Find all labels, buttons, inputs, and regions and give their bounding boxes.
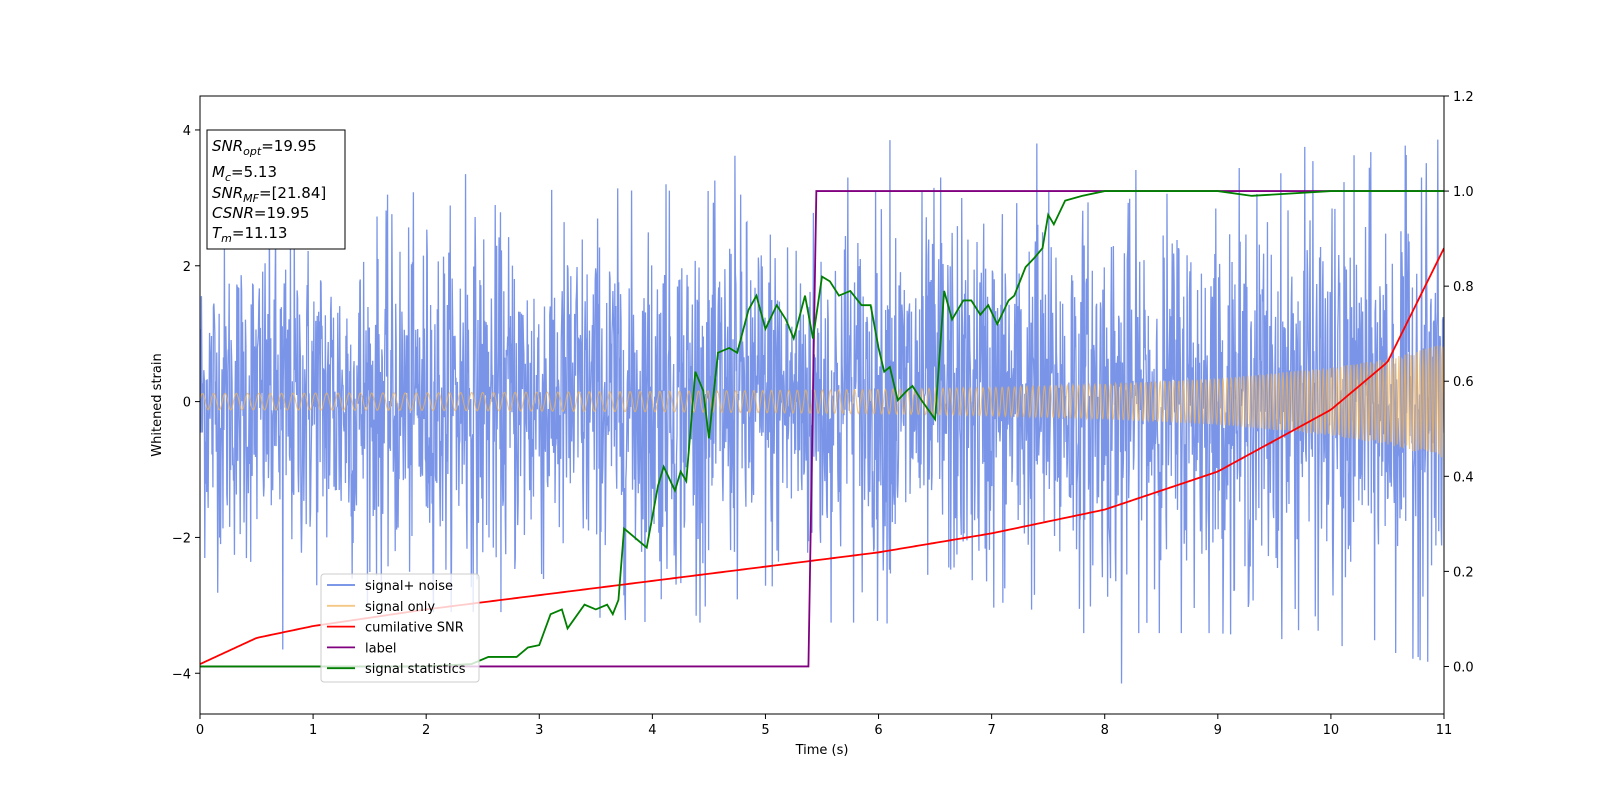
- legend: signal+ noise signal only cumilative SNR la…: [320, 573, 480, 683]
- stats-annotation-box: SNRopt=19.95 Mc=5.13SNRMF=[21.84]CSNR=19.…: [206, 129, 346, 250]
- annotation-line: SNRMF=[21.84]: [212, 184, 326, 205]
- x-tick-label: 5: [761, 723, 769, 738]
- legend-label: signal only: [365, 600, 435, 615]
- plot-frame: [199, 95, 1445, 715]
- x-tick-label: 4: [648, 723, 656, 738]
- x-axis-label: Time (s): [795, 743, 849, 758]
- x-tick-label: 7: [987, 723, 995, 738]
- y-tick-label: −2: [172, 531, 191, 546]
- y2-tick-label: 0.2: [1453, 565, 1474, 580]
- legend-label: signal statistics: [365, 662, 466, 677]
- annotation-line: CSNR=19.95: [212, 204, 309, 222]
- x-tick-label: 6: [874, 723, 882, 738]
- legend-label: signal+ noise: [365, 579, 453, 594]
- y-tick-label: 4: [183, 124, 191, 139]
- annotation-frame: [206, 129, 346, 250]
- x-tick-label: 10: [1323, 723, 1340, 738]
- series-signal-only-line: [200, 345, 1444, 458]
- x-tick-label: 2: [422, 723, 430, 738]
- x-tick-label: 9: [1214, 723, 1222, 738]
- y2-tick-label: 1.0: [1453, 185, 1474, 200]
- y-axis-label: Whitened strain: [150, 353, 165, 456]
- legend-frame: [320, 573, 480, 683]
- x-tick-label: 1: [309, 723, 317, 738]
- legend-label: label: [365, 641, 396, 656]
- annotation-line: Mc=5.13: [212, 163, 277, 184]
- annotation-line: SNRopt=19.95: [212, 137, 317, 158]
- y2-tick-label: 1.2: [1453, 90, 1474, 105]
- series-signal-statistics-line: [200, 190, 1444, 668]
- y-tick-label: −4: [172, 667, 191, 682]
- annotation-line: Tm=11.13: [212, 224, 287, 245]
- y-tick-label: 2: [183, 260, 191, 275]
- x-tick-label: 8: [1101, 723, 1109, 738]
- x-tick-label: 11: [1436, 723, 1453, 738]
- y2-tick-label: 0.0: [1453, 660, 1474, 675]
- y2-tick-label: 0.8: [1453, 280, 1474, 295]
- y-tick-label: 0: [183, 396, 191, 411]
- y2-tick-label: 0.4: [1453, 470, 1474, 485]
- legend-label: cumilative SNR: [365, 621, 464, 636]
- x-tick-label: 3: [535, 723, 543, 738]
- y2-tick-label: 0.6: [1453, 375, 1474, 390]
- series-signal-noise-line: [200, 139, 1444, 684]
- x-tick-label: 0: [196, 723, 204, 738]
